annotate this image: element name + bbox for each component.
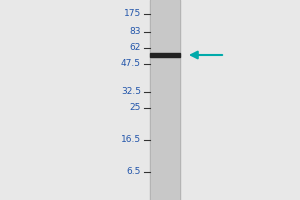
Text: 16.5: 16.5 xyxy=(121,136,141,144)
Text: 83: 83 xyxy=(130,27,141,36)
Text: 25: 25 xyxy=(130,104,141,112)
Text: 47.5: 47.5 xyxy=(121,60,141,68)
Bar xyxy=(150,53,180,57)
Bar xyxy=(150,0,180,200)
Text: 32.5: 32.5 xyxy=(121,88,141,97)
Bar xyxy=(151,0,179,200)
Text: 175: 175 xyxy=(124,9,141,19)
Text: 62: 62 xyxy=(130,44,141,52)
Text: 6.5: 6.5 xyxy=(127,168,141,176)
